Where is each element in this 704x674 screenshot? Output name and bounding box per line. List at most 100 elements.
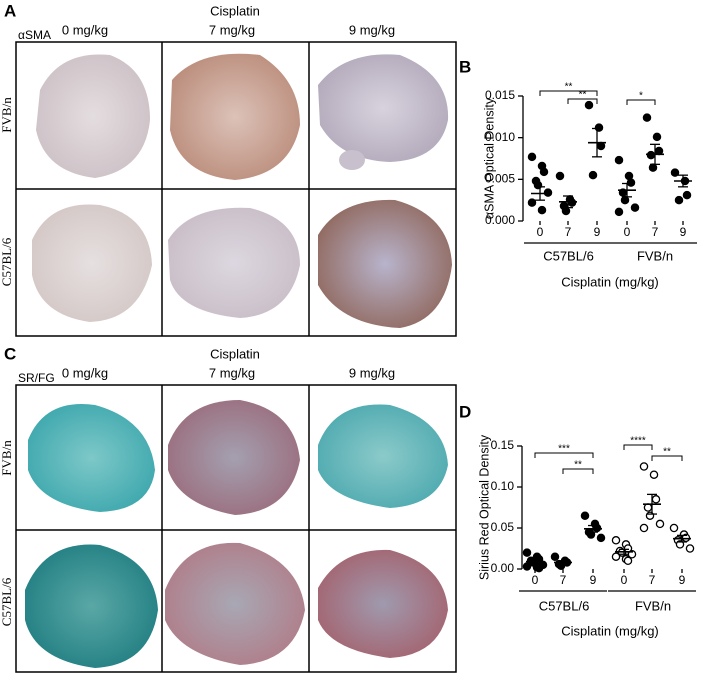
data-point xyxy=(522,548,532,557)
column-label: 7 mg/kg xyxy=(209,22,255,37)
panel-letter: C xyxy=(4,344,16,363)
data-point xyxy=(669,523,679,533)
panel-c-tissue xyxy=(25,400,448,668)
significance-label: ** xyxy=(565,82,573,93)
panel-a-tissue xyxy=(32,53,452,328)
x-axis-label: Cisplatin (mg/kg) xyxy=(561,623,659,638)
panel-c-images xyxy=(15,384,457,673)
data-point xyxy=(648,163,658,172)
group-label: FVB/n xyxy=(637,248,673,263)
data-point xyxy=(639,523,649,533)
y-axis-label: αSMA Optical Density xyxy=(482,97,496,219)
panel-a-images xyxy=(15,41,457,337)
treatment-heading: Cisplatin xyxy=(210,3,260,18)
tissue-section xyxy=(318,54,449,162)
tissue-section xyxy=(168,207,300,318)
tissue-section xyxy=(168,400,300,515)
data-point xyxy=(654,146,664,156)
data-point xyxy=(675,540,685,549)
tissue-section xyxy=(32,204,152,322)
panel-a-labels: A Cisplatin αSMA 0 mg/kg 7 mg/kg 9 mg/kg… xyxy=(0,1,471,626)
row-label: FVB/n xyxy=(0,97,14,133)
panel-letter: D xyxy=(459,402,471,421)
x-tick-label: 9 xyxy=(679,573,686,587)
data-point xyxy=(620,195,630,205)
tissue-section xyxy=(165,542,305,665)
group-label: C57BL/6 xyxy=(539,598,590,613)
x-tick-label: 7 xyxy=(649,573,656,587)
data-point xyxy=(611,552,621,561)
data-point xyxy=(561,206,571,216)
data-point xyxy=(623,556,633,566)
stain-label: SR/FG xyxy=(18,371,55,385)
data-point xyxy=(614,155,624,165)
data-point xyxy=(630,203,640,212)
treatment-heading: Cisplatin xyxy=(210,346,260,361)
significance-label: **** xyxy=(630,436,646,447)
data-point xyxy=(614,207,624,217)
data-point xyxy=(539,167,549,177)
significance-bracket xyxy=(651,455,683,461)
y-tick-label: 0.10 xyxy=(491,479,515,493)
tissue-section xyxy=(170,53,300,180)
data-point xyxy=(584,100,594,110)
significance-bracket xyxy=(539,90,598,96)
significance-label: *** xyxy=(558,444,570,455)
significance-bracket xyxy=(534,452,594,458)
y-tick-label: 0.005 xyxy=(485,172,515,186)
row-label: FVB/n xyxy=(0,440,14,476)
group-label: C57BL/6 xyxy=(543,248,594,263)
column-label: 9 mg/kg xyxy=(349,365,395,380)
x-tick-label: 9 xyxy=(590,573,597,587)
data-point xyxy=(674,195,684,205)
x-tick-label: 7 xyxy=(652,225,659,239)
tissue-section xyxy=(339,150,365,170)
x-tick-label: 0 xyxy=(532,573,539,587)
tissue-section xyxy=(318,549,448,658)
data-point xyxy=(652,132,662,142)
y-tick-label: 0.010 xyxy=(485,130,515,144)
tissue-section xyxy=(318,199,452,328)
significance-bracket xyxy=(567,98,598,104)
data-point xyxy=(596,533,606,543)
data-point xyxy=(596,141,606,151)
column-label: 0 mg/kg xyxy=(62,22,108,37)
tissue-section xyxy=(318,404,448,508)
x-tick-label: 9 xyxy=(594,225,601,239)
data-point xyxy=(527,152,537,162)
significance-bracket xyxy=(562,468,594,474)
significance-label: ** xyxy=(574,460,582,471)
data-point xyxy=(649,470,659,479)
x-tick-label: 7 xyxy=(560,573,567,587)
x-tick-label: 9 xyxy=(680,225,687,239)
image-frame xyxy=(15,384,457,673)
data-point xyxy=(586,530,596,539)
panel-letter: B xyxy=(459,57,471,76)
data-point xyxy=(537,205,547,215)
data-point xyxy=(580,511,590,520)
data-point xyxy=(639,462,649,471)
column-label: 9 mg/kg xyxy=(349,22,395,37)
data-point xyxy=(651,495,661,504)
significance-label: * xyxy=(639,91,643,102)
row-label: C57BL/6 xyxy=(0,577,14,626)
group-label: FVB/n xyxy=(635,598,671,613)
x-axis-label: Cisplatin (mg/kg) xyxy=(561,274,659,289)
data-point xyxy=(588,170,598,180)
data-point xyxy=(527,198,537,207)
stain-label: αSMA xyxy=(18,28,51,42)
data-point xyxy=(534,563,544,573)
data-point xyxy=(555,171,565,181)
data-point xyxy=(522,562,532,571)
data-point xyxy=(682,190,692,200)
y-tick-label: 0.000 xyxy=(485,213,515,227)
data-point xyxy=(655,519,665,529)
panel-letter: A xyxy=(4,1,16,20)
y-tick-label: 0.15 xyxy=(491,438,515,452)
x-tick-label: 0 xyxy=(624,225,631,239)
data-point xyxy=(646,150,656,160)
column-label: 7 mg/kg xyxy=(209,365,255,380)
row-label: C57BL/6 xyxy=(0,237,14,286)
x-tick-label: 0 xyxy=(621,573,628,587)
